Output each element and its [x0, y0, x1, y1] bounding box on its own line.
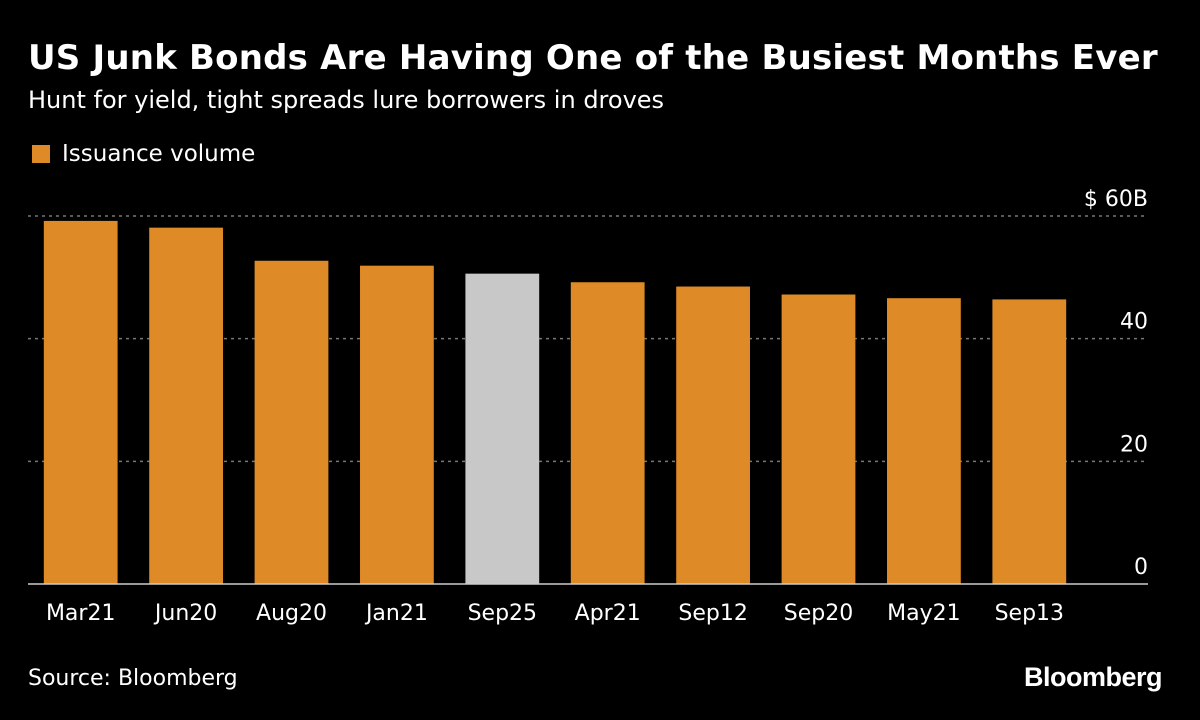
bar-mar21 — [43, 220, 118, 584]
bars — [43, 220, 1067, 585]
x-tick-label-mar21: Mar21 — [46, 601, 116, 626]
bar-jan21 — [360, 265, 434, 584]
x-tick-label-jun20: Jun20 — [153, 601, 217, 626]
x-tick-label-sep20: Sep20 — [784, 601, 853, 626]
x-tick-label-sep25: Sep25 — [468, 601, 537, 626]
bar-sep25 — [465, 273, 540, 584]
x-axis-tick-labels: Mar21 Jun20 Aug20 Jan21 Sep25 Apr21 Sep12 Sep20… — [46, 601, 1064, 626]
chart-subtitle: Hunt for yield, tight spreads lure borro… — [28, 86, 665, 114]
legend-label: Issuance volume — [62, 141, 256, 167]
y-tick-label-3: $ 60B — [1084, 187, 1148, 212]
y-tick-label-0: 0 — [1134, 555, 1148, 580]
x-tick-label-may21: May21 — [887, 601, 960, 626]
x-tick-label-apr21: Apr21 — [575, 601, 641, 626]
bar-may21 — [887, 298, 961, 584]
x-tick-label-aug20: Aug20 — [256, 601, 327, 626]
bar-jun20 — [149, 227, 223, 585]
legend-swatch — [32, 145, 50, 163]
y-tick-label-2: 40 — [1120, 310, 1148, 335]
bar-sep12 — [676, 286, 750, 584]
chart-title: US Junk Bonds Are Having One of the Busi… — [28, 38, 1158, 78]
y-axis-tick-labels: 0 20 40 $ 60B — [1084, 187, 1148, 580]
source-note: Source: Bloomberg — [28, 666, 238, 691]
y-tick-label-1: 20 — [1120, 432, 1148, 457]
x-tick-label-jan21: Jan21 — [364, 601, 428, 626]
bar-sep20 — [781, 294, 856, 584]
legend: Issuance volume — [32, 140, 255, 168]
x-tick-label-sep13: Sep13 — [995, 601, 1064, 626]
bar-apr21 — [570, 282, 645, 584]
bar-aug20 — [254, 260, 329, 584]
bloomberg-logo: Bloomberg — [1023, 662, 1163, 692]
bar-sep13 — [992, 299, 1067, 584]
x-tick-label-sep12: Sep12 — [678, 601, 747, 626]
